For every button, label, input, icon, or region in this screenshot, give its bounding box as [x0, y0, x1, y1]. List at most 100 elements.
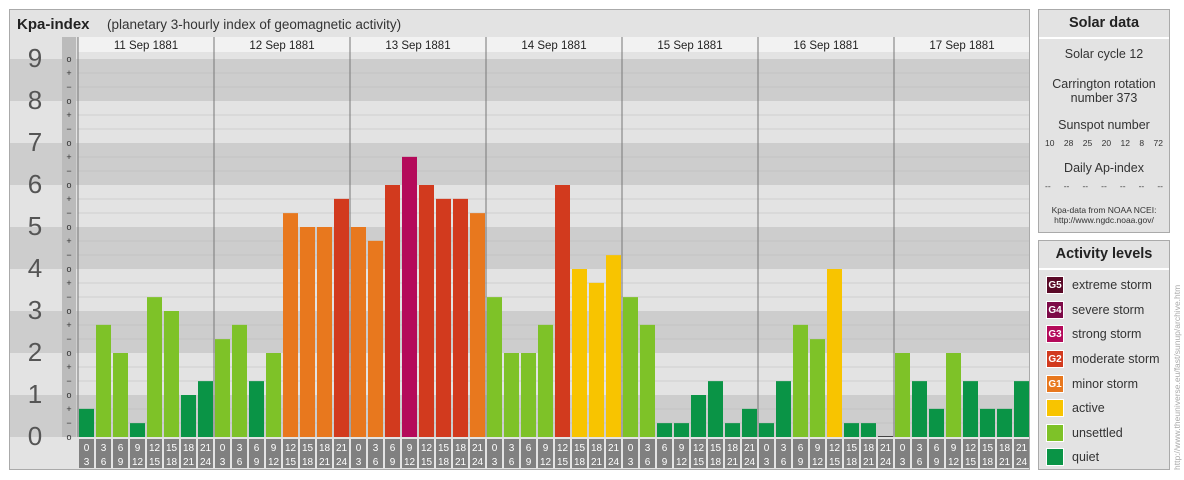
- solar-data-title: Solar data: [1039, 10, 1169, 39]
- kp-bar: [623, 297, 638, 437]
- legend-item-quiet: quiet: [1039, 445, 1169, 470]
- interval-end: 3: [764, 457, 770, 468]
- interval-start: 18: [591, 443, 603, 454]
- interval-box: [725, 439, 740, 468]
- interval-start: 9: [815, 443, 821, 454]
- interval-end: 3: [492, 457, 498, 468]
- day-label: 16 Sep 1881: [793, 40, 858, 52]
- data-source: Kpa-data from NOAA NCEI: http://www.ngdc…: [1039, 205, 1169, 225]
- interval-start: 6: [798, 443, 804, 454]
- swatch-g5: G5: [1046, 276, 1064, 295]
- kp-bar: [147, 297, 162, 437]
- kp-bar: [640, 324, 655, 437]
- interval-box: [572, 439, 587, 468]
- interval-box: [130, 439, 145, 468]
- interval-start: 6: [526, 443, 532, 454]
- interval-end: 6: [101, 457, 107, 468]
- sunspot-values: 10 28 25 20 12 8 72: [1039, 138, 1169, 148]
- interval-end: 9: [526, 457, 532, 468]
- y-minor-tick: −: [66, 82, 71, 92]
- kp-bar: [181, 395, 196, 437]
- interval-end: 21: [183, 457, 195, 468]
- legend-label: quiet: [1072, 450, 1100, 465]
- solar-data-panel: Solar data Solar cycle 12 Carrington rot…: [1038, 9, 1170, 233]
- kp-bar: [317, 227, 332, 437]
- interval-start: 9: [543, 443, 549, 454]
- y-tick-label: 8: [28, 85, 42, 115]
- kp-bar: [861, 423, 876, 437]
- kp-bar: [589, 282, 604, 437]
- interval-box: [538, 439, 553, 468]
- interval-start: 12: [965, 443, 977, 454]
- interval-box: [963, 439, 978, 468]
- y-minor-tick: +: [66, 320, 71, 330]
- swatch-unsettled: [1046, 423, 1064, 442]
- interval-start: 6: [662, 443, 668, 454]
- y-minor-tick: o: [66, 180, 71, 190]
- activity-levels-title: Activity levels: [1039, 241, 1169, 270]
- ap-value: --: [1063, 181, 1070, 191]
- interval-end: 24: [744, 457, 756, 468]
- interval-box: [980, 439, 995, 468]
- interval-start: 18: [183, 443, 195, 454]
- interval-end: 21: [727, 457, 739, 468]
- interval-start: 6: [254, 443, 260, 454]
- interval-box: [453, 439, 468, 468]
- kp-bar: [844, 423, 859, 437]
- ap-value: --: [1138, 181, 1145, 191]
- interval-start: 18: [863, 443, 875, 454]
- legend-label: strong storm: [1072, 327, 1142, 342]
- y-minor-tick: −: [66, 166, 71, 176]
- interval-start: 0: [356, 443, 362, 454]
- interval-start: 12: [285, 443, 297, 454]
- interval-start: 3: [101, 443, 107, 454]
- kp-bar: [759, 423, 774, 437]
- kp-bar: [504, 353, 519, 437]
- interval-end: 6: [917, 457, 923, 468]
- interval-box: [555, 439, 570, 468]
- interval-box: [113, 439, 128, 468]
- swatch-g2: G2: [1046, 350, 1064, 369]
- interval-box: [232, 439, 247, 468]
- kp-bar: [266, 353, 281, 437]
- legend-item-active: active: [1039, 396, 1169, 421]
- interval-end: 9: [662, 457, 668, 468]
- kp-bar: [674, 423, 689, 437]
- interval-box: [317, 439, 332, 468]
- legend-label: minor storm: [1072, 376, 1138, 391]
- interval-start: 9: [951, 443, 957, 454]
- kp-bar: [929, 408, 944, 437]
- interval-box: [300, 439, 315, 468]
- interval-box: [368, 439, 383, 468]
- interval-end: 3: [900, 457, 906, 468]
- interval-start: 0: [492, 443, 498, 454]
- interval-start: 12: [693, 443, 705, 454]
- data-source-label: Kpa-data from NOAA NCEI:: [1051, 205, 1157, 215]
- kp-bar: [980, 408, 995, 437]
- interval-box: [759, 439, 774, 468]
- interval-end: 6: [509, 457, 515, 468]
- kp-bar: [657, 423, 672, 437]
- y-minor-tick: −: [66, 376, 71, 386]
- y-minor-tick: o: [66, 432, 71, 442]
- interval-start: 6: [118, 443, 124, 454]
- interval-end: 24: [336, 457, 348, 468]
- day-label: 12 Sep 1881: [249, 40, 314, 52]
- kp-bar: [521, 353, 536, 437]
- interval-start: 21: [200, 443, 212, 454]
- interval-start: 18: [727, 443, 739, 454]
- y-minor-tick: o: [66, 390, 71, 400]
- interval-start: 21: [336, 443, 348, 454]
- y-minor-tick: o: [66, 96, 71, 106]
- interval-end: 9: [390, 457, 396, 468]
- swatch-g1: G1: [1046, 374, 1064, 393]
- y-minor-tick: +: [66, 278, 71, 288]
- interval-start: 3: [917, 443, 923, 454]
- y-band: [10, 101, 1029, 143]
- interval-start: 0: [84, 443, 90, 454]
- interval-end: 18: [166, 457, 178, 468]
- interval-end: 21: [999, 457, 1011, 468]
- interval-box: [504, 439, 519, 468]
- kp-bar: [742, 408, 757, 437]
- interval-box: [470, 439, 485, 468]
